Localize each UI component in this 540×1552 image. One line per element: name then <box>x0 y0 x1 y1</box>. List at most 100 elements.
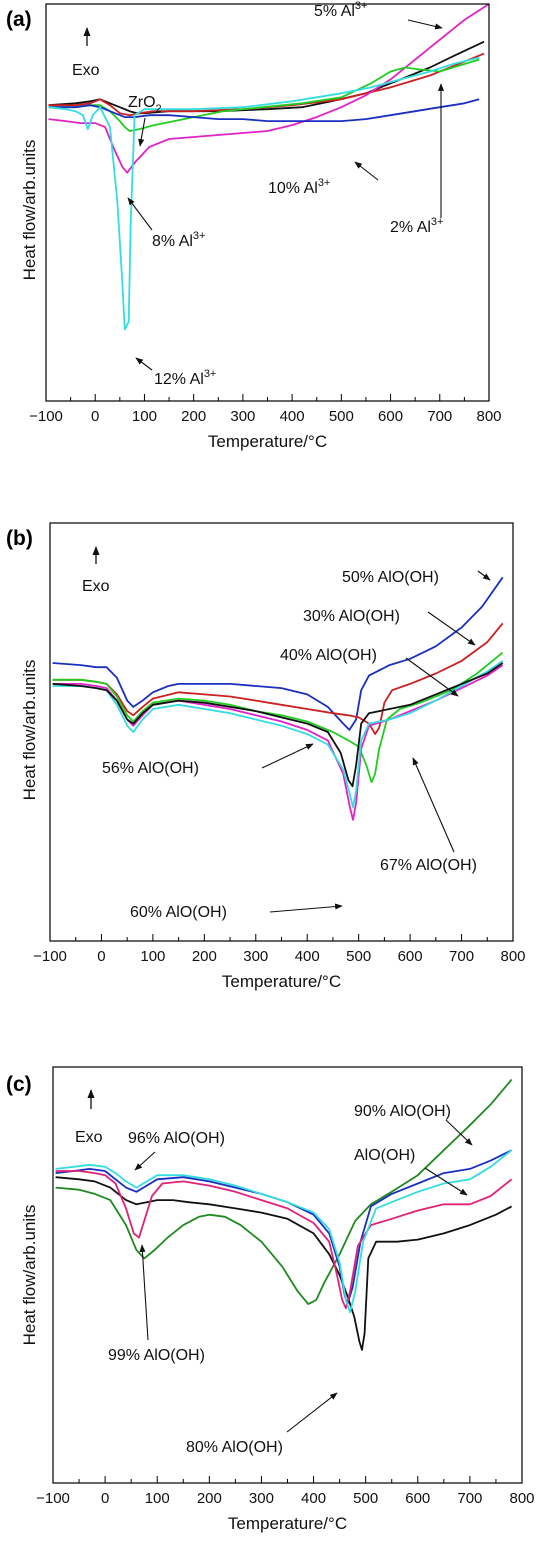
annotation-label-pct8: 8% Al3+ <box>152 230 205 250</box>
x-tick-label: 0 <box>101 1490 109 1507</box>
annotation-arrow-pct8 <box>127 197 153 231</box>
x-tick-label: 700 <box>449 948 474 965</box>
exo-label: Exo <box>82 578 110 595</box>
annotation-label-p60: 60% AlO(OH) <box>130 904 227 921</box>
exo-label: Exo <box>72 62 100 79</box>
annotation-label-c90: 90% AlO(OH) <box>354 1103 451 1120</box>
x-tick-label: 100 <box>140 948 165 965</box>
plot-frame <box>49 522 514 942</box>
x-tick-label: −100 <box>29 408 63 425</box>
series-line-p40 <box>52 651 504 784</box>
panel-label: (c) <box>6 1073 32 1096</box>
annotation-arrow-cAl <box>424 1167 468 1196</box>
x-tick-label: 600 <box>378 408 403 425</box>
x-axis-label: Temperature/°C <box>222 972 341 991</box>
x-tick-label: 200 <box>197 1490 222 1507</box>
series-line-pct5 <box>48 3 490 174</box>
x-tick-label: 600 <box>398 948 423 965</box>
annotation-sub: 2 <box>156 103 162 115</box>
annotation-arrow-pct5 <box>407 19 443 30</box>
annotation-label-p40: 40% AlO(OH) <box>280 647 377 664</box>
annotation-label-pct10: 10% Al3+ <box>268 177 330 197</box>
exo-label: Exo <box>75 1129 103 1146</box>
series-line-c90 <box>55 1078 513 1305</box>
panel-c: (c) Exo −100 0 100 200 300 400 500 600 700 800 Tempe… <box>6 1066 535 1533</box>
annotation-arrow-c99 <box>139 1244 149 1341</box>
series-line-p50 <box>52 576 504 731</box>
x-tick-label: 100 <box>132 408 157 425</box>
annotation-arrow-p60 <box>269 903 343 913</box>
x-tick-label: 100 <box>145 1490 170 1507</box>
annotation-arrow-pct10 <box>354 161 379 181</box>
x-tick-label: 300 <box>230 408 255 425</box>
annotation-arrow-c96 <box>134 1151 156 1171</box>
x-tick-label: 0 <box>97 948 105 965</box>
annotation-arrow-p40 <box>405 657 459 697</box>
annotation-sup: 3+ <box>193 230 206 242</box>
annotation-arrow-p67 <box>412 757 455 853</box>
series-line-pct12 <box>48 56 480 331</box>
annotation-arrow-p30 <box>427 611 476 646</box>
annotation-arrow-c80 <box>286 1392 338 1433</box>
y-axis-label: Heat flow/arb.units <box>20 1205 39 1346</box>
x-tick-label: 700 <box>457 1490 482 1507</box>
x-tick-label: 600 <box>405 1490 430 1507</box>
x-tick-label: 800 <box>500 948 525 965</box>
panel-label: (b) <box>6 527 33 550</box>
annotation-arrow-zro2 <box>138 117 146 147</box>
annotation-label-p30: 30% AlO(OH) <box>303 608 400 625</box>
y-axis-label: Heat flow/arb.units <box>20 660 39 801</box>
x-tick-label: 300 <box>243 948 268 965</box>
annotation-label-p67: 67% AlO(OH) <box>380 857 477 874</box>
annotation-label-zro2: ZrO2 <box>128 94 162 115</box>
x-tick-label: 0 <box>91 408 99 425</box>
annotation-label-c96: 96% AlO(OH) <box>128 1130 225 1147</box>
series-line-cAl <box>55 1149 513 1314</box>
panel-a: (a) Exo −100 0 100 200 300 400 500 600 700 800 Tempe… <box>6 0 502 451</box>
x-tick-label: 500 <box>353 1490 378 1507</box>
x-tick-label: 400 <box>280 408 305 425</box>
series-line-pct2 <box>48 52 485 117</box>
x-tick-label: 200 <box>192 948 217 965</box>
x-tick-label: 400 <box>301 1490 326 1507</box>
x-tick-label: 200 <box>181 408 206 425</box>
series-line-p60 <box>52 660 504 809</box>
annotation-label-pct12: 12% Al3+ <box>154 368 216 388</box>
annotation-sup: 3+ <box>204 368 217 380</box>
x-tick-label: 500 <box>346 948 371 965</box>
panel-b: (b) Exo −100 0 100 200 300 400 500 600 700 800 Tempe… <box>6 522 526 991</box>
panel-label: (a) <box>6 8 32 31</box>
plot-frame <box>45 3 490 402</box>
annotation-sup: 3+ <box>355 0 368 12</box>
x-tick-label: 700 <box>427 408 452 425</box>
series-line-p30 <box>52 622 504 735</box>
annotation-arrow-pct12 <box>135 357 153 371</box>
series-line-c99 <box>55 1170 513 1310</box>
x-tick-label: −100 <box>33 948 67 965</box>
x-axis-label: Temperature/°C <box>208 432 327 451</box>
annotation-sup: 3+ <box>431 216 444 228</box>
series-line-zro2 <box>48 40 485 115</box>
series-line-c80 <box>55 1176 513 1351</box>
series-line-pct10 <box>48 98 480 122</box>
x-tick-label: 800 <box>476 408 501 425</box>
annotation-label-pct2: 2% Al3+ <box>390 216 443 236</box>
annotation-label-c99: 99% AlO(OH) <box>108 1347 205 1364</box>
annotation-label-p50: 50% AlO(OH) <box>342 569 439 586</box>
annotation-sup: 3+ <box>318 177 331 189</box>
x-tick-label: 400 <box>295 948 320 965</box>
annotation-label-p56: 56% AlO(OH) <box>102 760 199 777</box>
x-tick-label: 300 <box>249 1490 274 1507</box>
annotation-arrow-c90 <box>445 1119 473 1146</box>
x-tick-label: 500 <box>329 408 354 425</box>
annotation-label-c80: 80% AlO(OH) <box>186 1439 283 1456</box>
x-tick-label: −100 <box>36 1490 70 1507</box>
series-line-p67 <box>52 662 504 788</box>
annotation-arrow-p56 <box>261 743 314 769</box>
x-axis-label: Temperature/°C <box>228 1514 347 1533</box>
x-tick-label: 800 <box>509 1490 534 1507</box>
series-line-c96 <box>55 1149 513 1305</box>
annotation-label-cAl: AlO(OH) <box>354 1147 415 1164</box>
